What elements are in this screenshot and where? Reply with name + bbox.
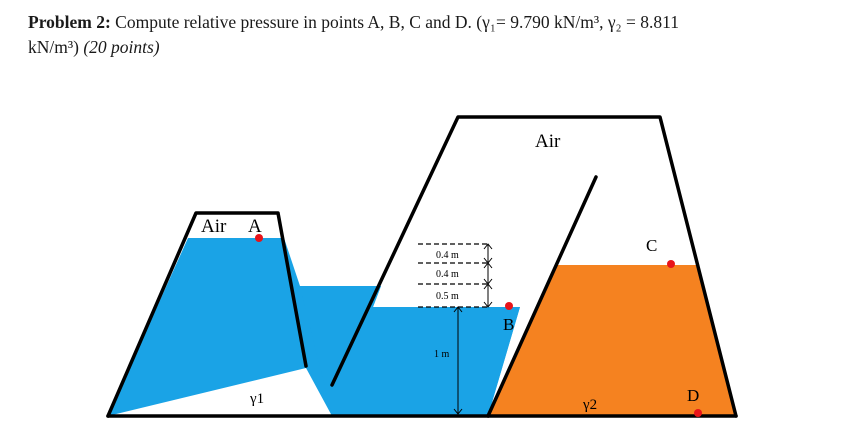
central-container-outline — [330, 115, 738, 418]
divider-wall — [486, 175, 598, 418]
label-point-b: B — [503, 315, 514, 334]
label-point-c: C — [646, 236, 657, 255]
water-pool — [300, 286, 520, 416]
problem-statement: Problem 2: Compute relative pressure in … — [28, 10, 828, 60]
problem-heading: Problem 2: — [28, 12, 111, 32]
point-c-marker — [667, 260, 675, 268]
left-tank-outline — [106, 211, 308, 418]
label-dim-2: 0.4 m — [436, 269, 459, 280]
point-b-marker — [505, 302, 513, 310]
label-air-top: Air — [535, 131, 561, 152]
oil-region — [488, 265, 735, 416]
label-air-left: Air — [201, 216, 227, 237]
point-d-marker — [694, 409, 702, 417]
label-dim-4: 1 m — [434, 349, 450, 360]
problem-points: (20 points) — [83, 37, 160, 57]
label-point-d: D — [687, 386, 699, 405]
label-gamma2: γ2 — [582, 397, 597, 413]
label-dim-3: 0.5 m — [436, 291, 459, 302]
problem-text-line1: Compute relative pressure in points A, B… — [110, 12, 679, 32]
problem-text-line2: kN/m³) — [28, 37, 84, 57]
label-point-a: A — [248, 216, 262, 237]
point-a-marker — [255, 234, 263, 242]
label-gamma1: γ1 — [249, 391, 264, 407]
label-dim-1: 0.4 m — [436, 250, 459, 261]
